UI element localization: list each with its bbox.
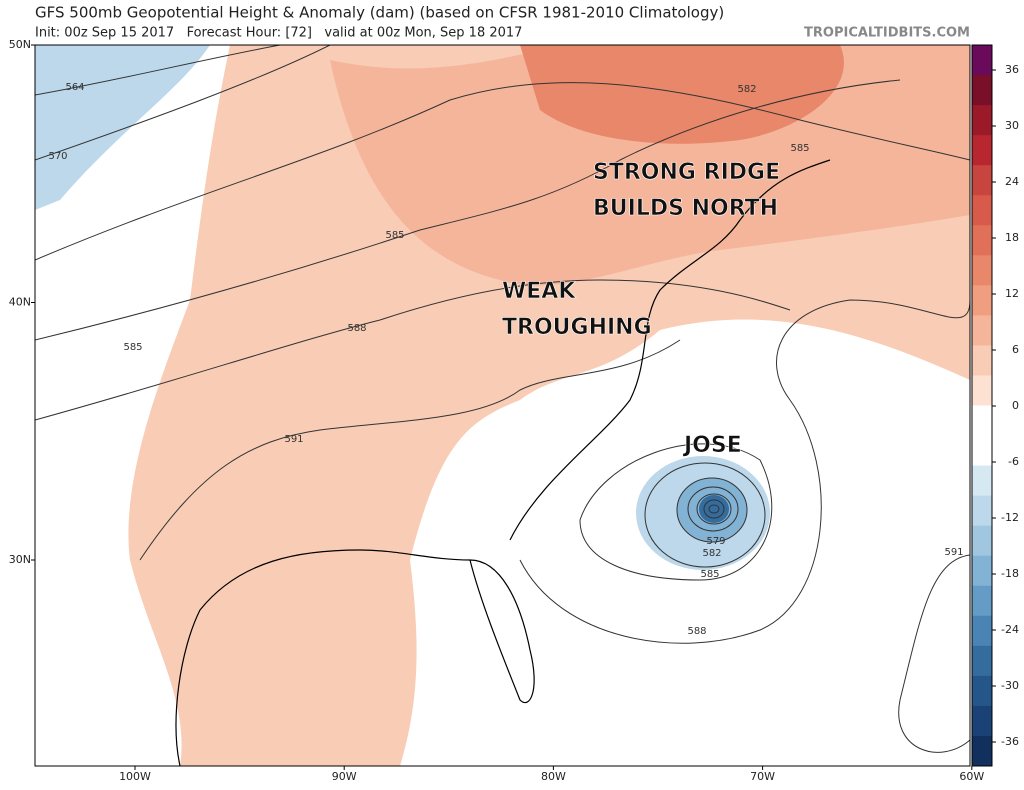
lon-label: 60W <box>959 770 984 783</box>
anomaly-jose-center <box>699 495 729 523</box>
anomaly-strong <box>520 45 844 144</box>
contour-label: 582 <box>702 548 721 559</box>
contour-label: 591 <box>944 547 963 558</box>
colorbar-segment <box>972 705 992 737</box>
lon-label: 100W <box>119 770 151 783</box>
annotation: STRONG RIDGE <box>593 160 780 185</box>
colorbar-segment <box>972 195 992 226</box>
contour-label: 585 <box>790 143 809 154</box>
colorbar-tick-label: -12 <box>1001 511 1019 524</box>
colorbar-tick-label: -36 <box>1001 735 1019 748</box>
lon-label: 70W <box>750 770 775 783</box>
colorbar-tick-label: 6 <box>1012 343 1019 356</box>
contour-label: 564 <box>65 82 84 93</box>
lat-label: 40N <box>9 296 31 309</box>
colorbar-segment <box>972 375 992 406</box>
colorbar-tick-label: 36 <box>1005 63 1019 76</box>
colorbar-segment <box>972 435 992 467</box>
contour-label: 585 <box>385 230 404 241</box>
colorbar-tick-label: -30 <box>1001 679 1019 692</box>
colorbar-segment <box>972 555 992 587</box>
colorbar-tick-label: 12 <box>1005 287 1019 300</box>
colorbar-tick-label: -6 <box>1008 455 1019 468</box>
colorbar-segment <box>972 585 992 617</box>
contour-label: 585 <box>700 569 719 580</box>
annotation: BUILDS NORTH <box>593 196 778 221</box>
annotation: JOSE <box>682 433 742 458</box>
contour-label: 591 <box>284 434 303 445</box>
site-name: TROPICALTIDBITS.COM <box>804 26 970 41</box>
colorbar-segment <box>972 465 992 497</box>
colorbar-segment <box>972 675 992 707</box>
lon-label: 90W <box>332 770 357 783</box>
lat-label: 30N <box>9 553 31 566</box>
lat-label: 50N <box>9 38 31 51</box>
colorbar: 36 30 24 18 12 6 0 -6 -12 -18 -24 -30 -36 <box>971 44 1019 767</box>
colorbar-tick-label: 0 <box>1012 399 1019 412</box>
contour-label: 588 <box>347 323 366 334</box>
colorbar-segment <box>972 135 992 166</box>
colorbar-segment <box>972 645 992 677</box>
colorbar-tick-label: -18 <box>1001 567 1019 580</box>
colorbar-segment <box>972 315 992 346</box>
colorbar-segment <box>972 615 992 647</box>
lon-label: 80W <box>541 770 566 783</box>
colorbar-segment <box>972 405 992 437</box>
colorbar-tick-label: 30 <box>1005 119 1019 132</box>
colorbar-segment <box>972 75 992 106</box>
coastline <box>175 159 831 766</box>
colorbar-segment <box>972 45 992 76</box>
colorbar-segment <box>972 495 992 527</box>
subtitle: Init: 00z Sep 15 2017 Forecast Hour: [72… <box>35 26 522 41</box>
colorbar-segment <box>972 225 992 256</box>
contour-label: 570 <box>48 151 67 162</box>
colorbar-segment <box>972 285 992 316</box>
title: GFS 500mb Geopotential Height & Anomaly … <box>35 4 724 22</box>
contours <box>35 45 970 753</box>
colorbar-segment <box>972 165 992 196</box>
colorbar-segment <box>972 255 992 286</box>
colorbar-tick-label: 24 <box>1005 175 1019 188</box>
contour-label: 588 <box>687 626 706 637</box>
colorbar-tick-label: 18 <box>1005 231 1019 244</box>
colorbar-segment <box>972 345 992 376</box>
annotation: TROUGHING <box>502 315 652 340</box>
map-frame <box>34 44 971 767</box>
contour-label: 579 <box>706 536 725 547</box>
annotation: WEAK <box>502 279 576 304</box>
map <box>35 45 970 766</box>
colorbar-segment <box>972 735 992 767</box>
contour-label: 582 <box>737 84 756 95</box>
contour-label: 585 <box>123 342 142 353</box>
colorbar-segment <box>972 105 992 136</box>
colorbar-segment <box>972 525 992 557</box>
colorbar-tick-label: -24 <box>1001 623 1019 636</box>
